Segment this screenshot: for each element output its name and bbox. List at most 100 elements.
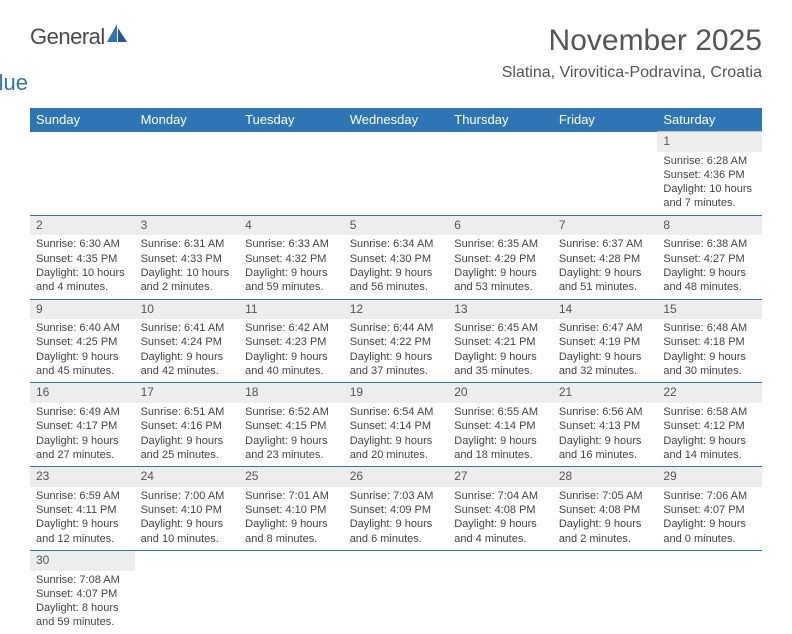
brand-logo: General Blue <box>30 24 129 96</box>
sunrise-text: Sunrise: 7:00 AM <box>141 489 234 503</box>
day-number: 10 <box>135 299 240 319</box>
day-number: 4 <box>239 215 344 235</box>
daylight-text-2: and 16 minutes. <box>559 448 652 462</box>
day-number <box>30 132 135 152</box>
info-row: Sunrise: 6:49 AMSunset: 4:17 PMDaylight:… <box>30 403 762 467</box>
day-number: 1 <box>657 132 762 152</box>
daylight-text-2: and 40 minutes. <box>245 364 338 378</box>
daylight-text-2: and 4 minutes. <box>454 532 547 546</box>
daylight-text-1: Daylight: 9 hours <box>350 517 443 531</box>
day-cell: Sunrise: 6:31 AMSunset: 4:33 PMDaylight:… <box>135 235 240 299</box>
daylight-text-1: Daylight: 9 hours <box>454 350 547 364</box>
day-cell <box>30 152 135 216</box>
day-cell <box>448 152 553 216</box>
day-number: 14 <box>553 299 658 319</box>
daynum-row: 9101112131415 <box>30 299 762 319</box>
sunrise-text: Sunrise: 7:05 AM <box>559 489 652 503</box>
sunset-text: Sunset: 4:36 PM <box>663 168 756 182</box>
daylight-text-2: and 45 minutes. <box>36 364 129 378</box>
sunset-text: Sunset: 4:13 PM <box>559 419 652 433</box>
day-cell: Sunrise: 6:38 AMSunset: 4:27 PMDaylight:… <box>657 235 762 299</box>
sunset-text: Sunset: 4:14 PM <box>454 419 547 433</box>
calendar-body: 1Sunrise: 6:28 AMSunset: 4:36 PMDaylight… <box>30 132 762 634</box>
sunrise-text: Sunrise: 6:42 AM <box>245 321 338 335</box>
day-number: 26 <box>344 467 449 487</box>
day-number <box>448 550 553 570</box>
header: General Blue November 2025 Slatina, Viro… <box>30 24 762 96</box>
daylight-text-1: Daylight: 9 hours <box>559 517 652 531</box>
day-number: 23 <box>30 467 135 487</box>
daylight-text-1: Daylight: 9 hours <box>245 350 338 364</box>
sunrise-text: Sunrise: 7:03 AM <box>350 489 443 503</box>
daylight-text-2: and 4 minutes. <box>36 280 129 294</box>
daylight-text-1: Daylight: 9 hours <box>350 266 443 280</box>
daylight-text-2: and 32 minutes. <box>559 364 652 378</box>
day-number: 21 <box>553 383 658 403</box>
day-number: 6 <box>448 215 553 235</box>
day-cell: Sunrise: 6:45 AMSunset: 4:21 PMDaylight:… <box>448 319 553 383</box>
day-number: 18 <box>239 383 344 403</box>
daylight-text-2: and 8 minutes. <box>245 532 338 546</box>
day-number: 5 <box>344 215 449 235</box>
daylight-text-2: and 48 minutes. <box>663 280 756 294</box>
day-cell: Sunrise: 7:05 AMSunset: 4:08 PMDaylight:… <box>553 487 658 551</box>
day-number: 15 <box>657 299 762 319</box>
day-number: 8 <box>657 215 762 235</box>
sunrise-text: Sunrise: 6:40 AM <box>36 321 129 335</box>
sunrise-text: Sunrise: 7:08 AM <box>36 573 129 587</box>
sunrise-text: Sunrise: 6:55 AM <box>454 405 547 419</box>
sunset-text: Sunset: 4:11 PM <box>36 503 129 517</box>
daylight-text-2: and 12 minutes. <box>36 532 129 546</box>
daylight-text-1: Daylight: 9 hours <box>350 350 443 364</box>
day-number: 22 <box>657 383 762 403</box>
sunrise-text: Sunrise: 7:04 AM <box>454 489 547 503</box>
daylight-text-2: and 23 minutes. <box>245 448 338 462</box>
daylight-text-1: Daylight: 9 hours <box>141 434 234 448</box>
daylight-text-2: and 6 minutes. <box>350 532 443 546</box>
daynum-row: 16171819202122 <box>30 383 762 403</box>
daylight-text-2: and 35 minutes. <box>454 364 547 378</box>
daylight-text-1: Daylight: 9 hours <box>559 350 652 364</box>
calendar-page: General Blue November 2025 Slatina, Viro… <box>0 0 792 634</box>
info-row: Sunrise: 6:30 AMSunset: 4:35 PMDaylight:… <box>30 235 762 299</box>
day-cell: Sunrise: 6:56 AMSunset: 4:13 PMDaylight:… <box>553 403 658 467</box>
daylight-text-1: Daylight: 9 hours <box>454 434 547 448</box>
daylight-text-1: Daylight: 9 hours <box>36 434 129 448</box>
day-cell: Sunrise: 7:00 AMSunset: 4:10 PMDaylight:… <box>135 487 240 551</box>
daylight-text-1: Daylight: 9 hours <box>663 350 756 364</box>
sunset-text: Sunset: 4:18 PM <box>663 335 756 349</box>
sunset-text: Sunset: 4:35 PM <box>36 252 129 266</box>
sunrise-text: Sunrise: 6:51 AM <box>141 405 234 419</box>
daylight-text-1: Daylight: 9 hours <box>559 266 652 280</box>
daylight-text-2: and 27 minutes. <box>36 448 129 462</box>
day-cell: Sunrise: 6:37 AMSunset: 4:28 PMDaylight:… <box>553 235 658 299</box>
info-row: Sunrise: 6:59 AMSunset: 4:11 PMDaylight:… <box>30 487 762 551</box>
daylight-text-2: and 42 minutes. <box>141 364 234 378</box>
daylight-text-1: Daylight: 9 hours <box>454 266 547 280</box>
day-number: 13 <box>448 299 553 319</box>
daylight-text-1: Daylight: 9 hours <box>36 517 129 531</box>
daylight-text-1: Daylight: 9 hours <box>454 517 547 531</box>
daylight-text-1: Daylight: 9 hours <box>36 350 129 364</box>
sunset-text: Sunset: 4:15 PM <box>245 419 338 433</box>
title-block: November 2025 Slatina, Virovitica-Podrav… <box>502 24 762 82</box>
logo-text-wrap: General Blue <box>30 24 129 96</box>
sunset-text: Sunset: 4:08 PM <box>559 503 652 517</box>
day-number: 3 <box>135 215 240 235</box>
sunset-text: Sunset: 4:14 PM <box>350 419 443 433</box>
daylight-text-1: Daylight: 9 hours <box>245 434 338 448</box>
sunset-text: Sunset: 4:09 PM <box>350 503 443 517</box>
info-row: Sunrise: 7:08 AMSunset: 4:07 PMDaylight:… <box>30 571 762 634</box>
col-sunday: Sunday <box>30 108 135 132</box>
day-cell: Sunrise: 7:06 AMSunset: 4:07 PMDaylight:… <box>657 487 762 551</box>
sunset-text: Sunset: 4:33 PM <box>141 252 234 266</box>
location-text: Slatina, Virovitica-Podravina, Croatia <box>502 64 762 82</box>
day-cell: Sunrise: 6:47 AMSunset: 4:19 PMDaylight:… <box>553 319 658 383</box>
sunrise-text: Sunrise: 6:35 AM <box>454 237 547 251</box>
daylight-text-1: Daylight: 10 hours <box>36 266 129 280</box>
sunrise-text: Sunrise: 6:37 AM <box>559 237 652 251</box>
sunset-text: Sunset: 4:24 PM <box>141 335 234 349</box>
day-cell: Sunrise: 6:30 AMSunset: 4:35 PMDaylight:… <box>30 235 135 299</box>
sunrise-text: Sunrise: 6:56 AM <box>559 405 652 419</box>
col-wednesday: Wednesday <box>344 108 449 132</box>
